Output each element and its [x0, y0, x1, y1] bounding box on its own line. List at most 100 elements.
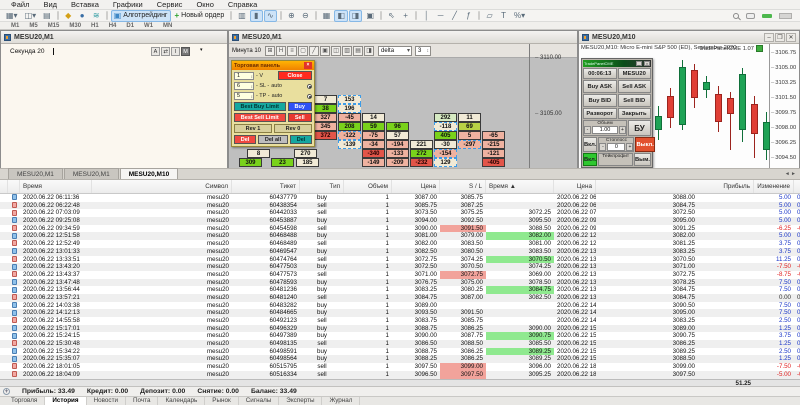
depth-spinner[interactable]: 3 — [415, 45, 432, 56]
window-control-button[interactable]: ❐ — [775, 32, 785, 42]
tp-off-button[interactable]: Вым. — [633, 153, 651, 166]
column-header-price[interactable]: Цена — [392, 180, 440, 193]
toolbar-button[interactable]: ▥ — [235, 10, 249, 22]
table-row[interactable]: 2020.06.22 14:03:38 mesu20 60483282 buy … — [0, 302, 800, 310]
cluster-cell[interactable]: 270 — [294, 149, 317, 158]
cluster-cell[interactable]: 59 — [362, 122, 385, 131]
rev0-button[interactable]: Rev 0 — [274, 124, 312, 133]
cluster-tool-button[interactable]: ▢ — [298, 45, 309, 56]
search-icon[interactable] — [733, 12, 739, 19]
table-row[interactable]: 2020.06.22 13:56:44 mesu20 60481236 buy … — [0, 286, 800, 294]
menu-item[interactable]: Вид — [43, 0, 58, 9]
table-row[interactable]: 2020.06.22 15:30:48 mesu20 60498135 sell… — [0, 340, 800, 348]
del-sell-button[interactable]: Del — [290, 135, 312, 144]
timeframe-button[interactable]: W1 — [144, 22, 154, 29]
toolbox-tab[interactable]: Почта — [126, 397, 159, 405]
sl-minus-button[interactable]: - — [599, 143, 607, 151]
menu-item[interactable]: Файл — [11, 0, 30, 9]
close-position-button[interactable]: Закрыть — [617, 108, 651, 119]
trade-panel-title-bar[interactable]: Торговая панель × — [232, 61, 314, 70]
table-row[interactable]: 2020.06.22 13:57:21 mesu20 60481240 sell… — [0, 293, 800, 302]
column-header-type[interactable]: Тип — [300, 180, 344, 193]
toolbar-button[interactable]: ▦ — [320, 10, 334, 22]
cluster-cell[interactable]: -34 — [362, 140, 385, 149]
table-row[interactable]: 2020.06.22 14:55:58 mesu20 60492123 sell… — [0, 317, 800, 325]
window-tab[interactable]: MESU20,M1 — [8, 168, 63, 179]
table-row[interactable]: 2020.06.22 13:01:33 mesu20 60469547 buy … — [0, 247, 800, 256]
sell-button[interactable]: Sell — [287, 113, 312, 122]
toolbar-button[interactable]: ◨ — [348, 9, 363, 22]
cluster-tool-button[interactable]: H — [276, 45, 287, 56]
sl-off-button[interactable]: Выкл. — [635, 137, 655, 152]
best-buy-limit-button[interactable]: Best Buy Limit — [234, 102, 286, 111]
table-row[interactable]: 2020.06.22 09:25:08 mesu20 60453887 buy … — [0, 217, 800, 225]
menu-item[interactable]: Справка — [227, 0, 258, 9]
window-control-button[interactable]: ✕ — [786, 32, 796, 42]
toolbar-button[interactable] — [56, 11, 59, 20]
tp-on-button[interactable]: Вкл. — [583, 153, 598, 166]
rev1-button[interactable]: Rev 1 — [234, 124, 272, 133]
toolbar-button[interactable]: ─ — [434, 10, 447, 22]
timeframe-button[interactable]: D1 — [126, 22, 135, 29]
column-header-change[interactable]: Изменение — [754, 180, 794, 193]
cluster-cell[interactable]: -154 — [434, 149, 457, 158]
toolbar-button[interactable]: ⊖ — [299, 10, 312, 22]
toolbar-button[interactable]: ◆ — [62, 10, 75, 22]
toolbar-button[interactable]: %▾ — [511, 10, 528, 22]
tab-scroll-arrows[interactable]: ◄ ► — [784, 171, 796, 177]
cluster-tool-button[interactable]: ◫ — [331, 45, 342, 56]
toolbar-button[interactable]: + — [399, 10, 412, 22]
column-header-profit[interactable]: Прибыль — [698, 180, 754, 193]
cluster-cell[interactable]: 5 — [458, 131, 481, 140]
toolbox-tab[interactable]: Новости — [87, 397, 126, 405]
cluster-cell[interactable]: -118 — [434, 122, 457, 131]
toolbar-button[interactable]: T — [497, 10, 510, 22]
toolbox-tab[interactable]: История — [45, 397, 87, 405]
cluster-tool-button[interactable]: ⊞ — [265, 45, 276, 56]
toolbar-button[interactable]: ▮ — [249, 9, 263, 22]
toolbox-tab[interactable]: Торговля — [4, 397, 46, 405]
close-icon[interactable]: × — [644, 61, 650, 66]
cluster-cell[interactable]: 8 — [247, 149, 270, 158]
cluster-cell[interactable]: 38 — [314, 104, 337, 113]
cluster-cell[interactable]: 208 — [338, 122, 361, 131]
cluster-cell[interactable]: -122 — [338, 131, 361, 140]
timeframe-button[interactable]: H1 — [91, 22, 99, 29]
cluster-tool-button[interactable]: ▥ — [342, 45, 353, 56]
table-row[interactable]: 2020.06.22 13:33:51 mesu20 60474764 sell… — [0, 255, 800, 264]
window-tab[interactable]: MESU20,M10 — [119, 168, 179, 179]
menu-item[interactable]: Сервис — [156, 0, 183, 9]
cluster-cell[interactable]: -209 — [386, 158, 409, 167]
cluster-cell[interactable]: 14 — [362, 113, 385, 122]
overlay-button[interactable]: ⇄ — [161, 47, 170, 56]
best-sell-limit-button[interactable]: Best Sell Limit — [234, 113, 286, 122]
toolbar-button[interactable]: ⇖ — [385, 10, 398, 22]
toolbar-button[interactable]: │ — [420, 10, 433, 22]
mode-dropdown[interactable]: delta — [378, 45, 413, 56]
toolbar-button[interactable]: ƒ — [462, 10, 475, 22]
menu-item[interactable]: Окно — [196, 0, 214, 9]
overlay-button[interactable]: M — [181, 47, 190, 56]
cluster-cell[interactable]: 69 — [458, 122, 481, 131]
window-control-button[interactable]: – — [764, 32, 774, 42]
del-buy-button[interactable]: Del — [234, 135, 256, 144]
toolbar-button[interactable]: ▣ — [363, 10, 377, 22]
timeframe-button[interactable]: MN — [163, 22, 173, 29]
cluster-cell[interactable]: 129 — [434, 158, 457, 167]
sl-on-button[interactable]: Вкл. — [583, 137, 598, 152]
toolbar-button[interactable] — [478, 11, 481, 20]
cluster-cell[interactable]: 272 — [410, 149, 433, 158]
toolbar-button[interactable] — [380, 11, 383, 20]
sell-ask-button[interactable]: Sell ASK — [617, 80, 651, 93]
table-row[interactable]: 2020.06.22 07:03:09 mesu20 60442033 sell… — [0, 209, 800, 217]
sl-field[interactable]: 0 — [607, 143, 626, 151]
toolbar-button[interactable] — [230, 11, 233, 20]
cluster-cell[interactable]: -215 — [482, 140, 505, 149]
window-title-bar[interactable]: MESU20,M1 — [1, 31, 227, 44]
table-row[interactable]: 2020.06.22 15:17:01 mesu20 60496329 buy … — [0, 324, 800, 333]
toolbar-button[interactable]: ╱ — [448, 10, 461, 22]
cluster-cell[interactable]: 185 — [296, 158, 319, 167]
toolbox-tab[interactable]: Сигналы — [239, 397, 280, 405]
table-row[interactable]: 2020.06.22 12:51:58 mesu20 60468488 buy … — [0, 232, 800, 241]
cluster-tool-button[interactable]: ▣ — [320, 45, 331, 56]
